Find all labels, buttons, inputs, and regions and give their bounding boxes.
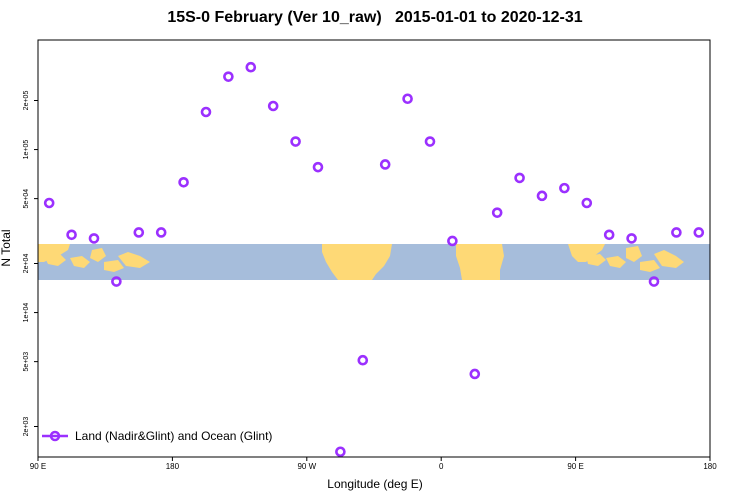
data-point	[536, 190, 548, 202]
x-axis-ticks: 90 E 180 90 W 0 90 E 180	[30, 457, 717, 471]
data-point	[245, 61, 257, 73]
data-point	[357, 354, 369, 366]
y-tick-label: 5e+04	[23, 189, 30, 209]
data-point	[379, 159, 391, 170]
legend-marker	[49, 430, 61, 442]
data-point	[671, 227, 682, 238]
data-point	[66, 229, 77, 241]
x-tick-label: 90 E	[567, 462, 583, 471]
x-tick-label: 0	[439, 462, 444, 471]
y-tick-label: 2e+03	[23, 417, 30, 437]
y-tick-label: 5e+03	[23, 352, 30, 372]
data-point	[514, 172, 525, 184]
map-land	[38, 244, 684, 280]
legend: Land (Nadir&Glint) and Ocean (Glint)	[42, 429, 272, 443]
y-tick-label: 1e+05	[23, 140, 30, 160]
data-point	[491, 207, 503, 218]
y-tick-label: 1e+04	[23, 303, 30, 323]
data-points	[43, 61, 705, 458]
x-axis-label: Longitude (deg E)	[327, 477, 422, 491]
data-point	[626, 233, 637, 244]
data-point	[335, 446, 346, 458]
x-tick-label: 90 E	[30, 462, 46, 471]
x-tick-label: 180	[703, 462, 717, 471]
data-point	[603, 229, 615, 241]
y-axis-ticks: 2e+03 5e+03 1e+04 2e+04 5e+04 1e+05 2e+05	[23, 91, 38, 437]
data-point	[178, 176, 189, 188]
data-point	[693, 227, 705, 238]
data-point	[648, 276, 660, 287]
data-point	[447, 235, 458, 247]
x-tick-label: 180	[166, 462, 180, 471]
chart-title: 15S-0 February (Ver 10_raw) 2015-01-01 t…	[167, 9, 583, 26]
data-point	[424, 136, 436, 147]
y-axis-label: N Total	[0, 229, 13, 266]
y-tick-label: 2e+05	[23, 91, 30, 111]
y-tick-label: 2e+04	[23, 254, 30, 274]
data-point	[133, 227, 145, 238]
data-point	[223, 71, 234, 82]
plot-frame	[37, 39, 711, 458]
data-point	[200, 106, 212, 118]
legend-label: Land (Nadir&Glint) and Ocean (Glint)	[75, 429, 272, 443]
data-point	[290, 136, 301, 147]
data-point	[111, 276, 122, 287]
data-point	[559, 182, 570, 194]
data-point	[88, 233, 100, 244]
data-point	[155, 227, 167, 238]
data-point	[469, 368, 481, 380]
background-map	[38, 244, 710, 280]
data-point	[267, 100, 279, 112]
data-point	[402, 93, 413, 105]
data-point	[312, 161, 324, 173]
x-tick-label: 90 W	[297, 462, 316, 471]
data-point	[581, 197, 593, 209]
data-point	[43, 197, 55, 209]
